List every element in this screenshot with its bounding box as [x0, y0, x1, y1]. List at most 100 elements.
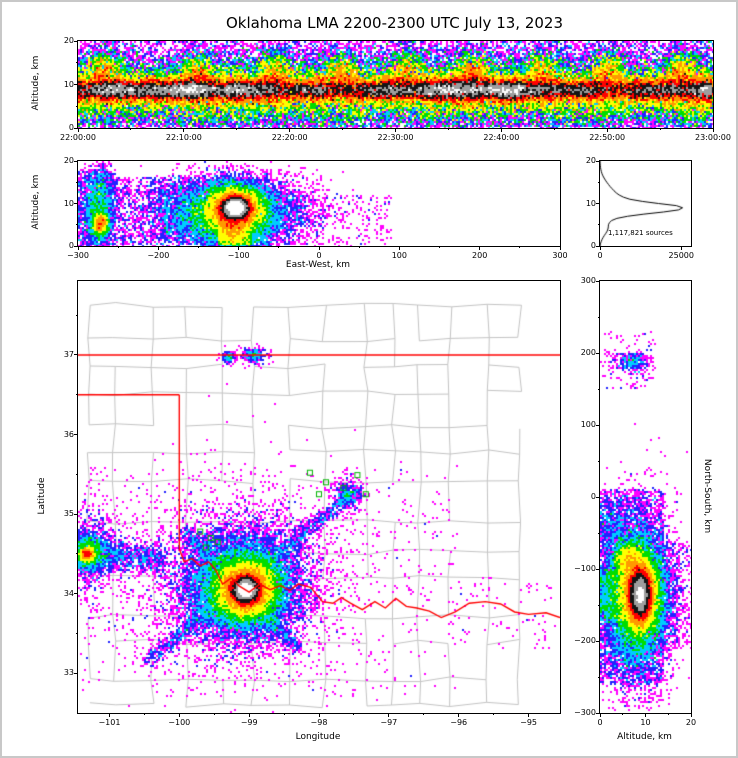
time-height-canvas [78, 41, 713, 128]
x-tick [395, 128, 396, 132]
x-tick-label: −95 [520, 718, 537, 727]
y-minor-tick [76, 394, 78, 396]
y-tick [596, 712, 600, 714]
x-tick [388, 713, 390, 717]
y-tick-label: 33 [63, 668, 74, 678]
x-minor-tick [130, 128, 132, 130]
x-tick-label: 22:00:00 [60, 133, 96, 142]
x-minor-tick [358, 246, 360, 248]
y-tick [74, 203, 78, 204]
y-tick-label: 300 [580, 276, 596, 285]
x-tick-label: 300 [552, 251, 568, 260]
y-tick [74, 672, 78, 674]
x-minor-tick [353, 713, 355, 715]
y-minor-tick [598, 676, 600, 678]
x-tick-label: 20 [685, 718, 697, 727]
x-tick [645, 713, 646, 717]
x-minor-tick [553, 128, 555, 130]
x-minor-tick [213, 713, 215, 715]
y-tick [596, 496, 600, 498]
y-tick [596, 352, 600, 354]
histogram-canvas [600, 161, 691, 246]
figure-title: Oklahoma LMA 2200-2300 UTC July 13, 2023 [225, 14, 563, 32]
x-tick-label: −96 [450, 718, 468, 727]
y-tick [74, 127, 78, 129]
x-tick [479, 246, 481, 250]
x-minor-tick [423, 713, 425, 715]
panel-time-height: 22:00:00 22:10:00 22:20:00 22:30:00 22:40:00… [60, 36, 731, 142]
panel-histogram: 1,117,821 sources 0 25000 0 10 20 [586, 156, 694, 260]
x-minor-tick [659, 128, 661, 130]
y-tick-label: 0 [68, 241, 74, 250]
x-tick-label: −98 [310, 718, 328, 727]
x-tick [289, 128, 291, 132]
y-tick [596, 280, 600, 282]
y-minor-tick [598, 316, 600, 318]
y-tick-label: 34 [63, 588, 74, 598]
y-tick-label: 0 [590, 492, 596, 501]
y-tick-label: 35 [63, 509, 74, 519]
y-minor-tick [598, 532, 600, 534]
x-tick [528, 713, 530, 717]
x-minor-tick [283, 713, 285, 715]
x-tick-label: −200 [147, 251, 170, 260]
x-tick [398, 246, 400, 250]
x-tick [599, 246, 601, 250]
x-minor-tick [519, 246, 521, 248]
y-tick [596, 640, 600, 642]
y-minor-tick [598, 460, 600, 462]
y-tick-label: −300 [574, 708, 596, 717]
y-tick-label: 0 [590, 241, 596, 250]
y-tick-label: −100 [574, 564, 596, 573]
x-minor-tick [439, 246, 440, 248]
x-tick [248, 713, 250, 717]
x-tick [599, 713, 601, 717]
x-minor-tick [198, 246, 199, 248]
x-tick-label: 22:50:00 [589, 133, 626, 142]
y-minor-tick [76, 105, 78, 107]
source-count-label: 1,117,821 sources [608, 229, 673, 237]
x-tick-label: 23:00:00 [695, 133, 731, 142]
x-tick-label: −101 [98, 718, 121, 727]
y-tick [74, 40, 78, 42]
panel-east-west: −300 −200 −100 0 100 200 300 0 10 20 [64, 156, 568, 260]
east-west-canvas [78, 161, 560, 246]
y-tick [74, 354, 78, 356]
x-tick-label: 200 [472, 251, 488, 260]
y-tick [596, 160, 600, 162]
y-minor-tick [598, 604, 600, 606]
x-tick-label: 22:10:00 [165, 133, 202, 142]
x-tick [690, 713, 692, 717]
y-tick [596, 568, 600, 570]
x-tick [318, 713, 320, 717]
x-tick [606, 128, 608, 132]
x-minor-tick [342, 128, 344, 130]
y-minor-tick [598, 181, 600, 183]
y-tick [596, 424, 600, 426]
panel-map: −101 −100 −99 −98 −97 −96 −95 33 34 35 36 37 [64, 280, 561, 727]
y-tick-label: 200 [580, 348, 596, 357]
x-tick [183, 128, 185, 132]
x-tick-label: 100 [391, 251, 407, 260]
x-minor-tick [143, 713, 145, 715]
y-tick-label: 100 [580, 420, 596, 429]
y-tick-label: 10 [63, 198, 74, 208]
y-minor-tick [76, 224, 78, 226]
x-minor-tick [447, 128, 449, 130]
y-tick-label: 20 [63, 156, 74, 165]
x-tick [318, 246, 320, 250]
x-tick [680, 246, 682, 250]
x-tick-label: 22:40:00 [483, 133, 520, 142]
y-tick-label: 20 [63, 36, 74, 45]
x-tick-label: −99 [240, 718, 258, 727]
x-tick-label: 0 [316, 251, 322, 260]
x-tick [178, 713, 180, 717]
x-minor-tick [236, 128, 238, 130]
panel-north-south: 0 10 20 −300 −200 −100 0 100 200 300 [574, 276, 696, 727]
x-tick-label: 0 [597, 251, 603, 260]
y-tick [74, 434, 78, 436]
x-tick-label: −100 [227, 251, 250, 260]
x-tick [238, 246, 240, 250]
x-minor-tick [278, 246, 280, 248]
